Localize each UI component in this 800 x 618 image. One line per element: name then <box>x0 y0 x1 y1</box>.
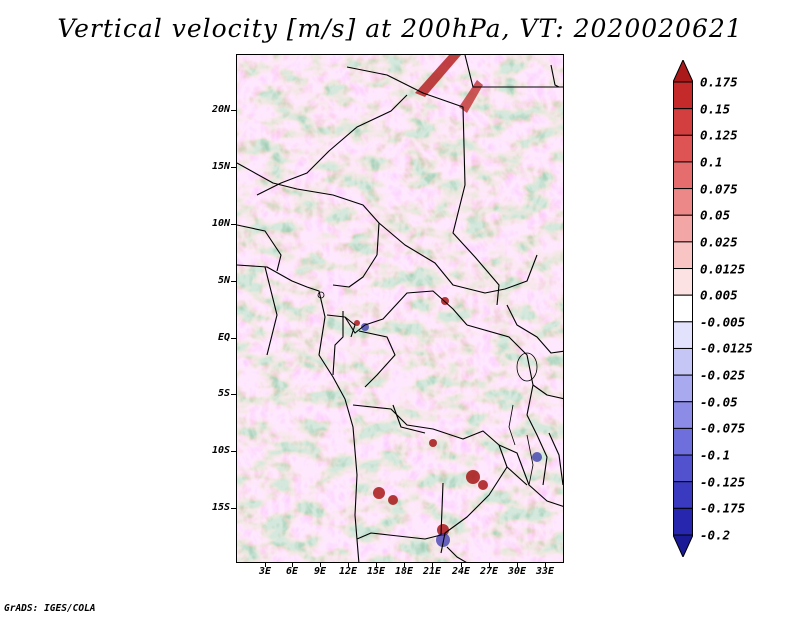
lat-tick <box>231 224 236 225</box>
lon-tick <box>489 563 490 567</box>
colorbar-label: 0.15 <box>700 101 731 117</box>
colorbar-label: 0.175 <box>700 74 738 90</box>
colorbar-label: 0.05 <box>700 207 731 223</box>
lat-tick <box>231 281 236 282</box>
colorbar-bin <box>673 134 693 163</box>
lat-tick <box>231 451 236 452</box>
lat-tick <box>231 167 236 168</box>
lat-tick <box>231 110 236 111</box>
colorbar-arrow-bottom <box>673 534 693 557</box>
colorbar-bin <box>673 241 693 270</box>
lon-label-3e: 3E <box>258 566 272 577</box>
lon-tick <box>432 563 433 567</box>
lat-label-5s: 5S <box>217 388 230 399</box>
lon-tick <box>404 563 405 567</box>
lon-tick <box>320 563 321 567</box>
colorbar-bin <box>673 481 693 509</box>
lon-tick <box>292 563 293 567</box>
lon-tick <box>376 563 377 567</box>
lat-tick <box>231 338 236 339</box>
colorbar-arrow-top <box>673 60 693 83</box>
lon-label-30e: 30E <box>507 566 527 577</box>
colorbar-label: 0.0125 <box>700 261 746 277</box>
colorbar-bin <box>673 427 693 456</box>
lat-label-10n: 10N <box>211 218 230 229</box>
lon-label-9e: 9E <box>313 566 327 577</box>
lon-label-24e: 24E <box>451 566 471 577</box>
colorbar-label: 0.125 <box>700 127 738 143</box>
lon-label-21e: 21E <box>422 566 442 577</box>
colorbar-bin <box>673 161 693 190</box>
lon-label-12e: 12E <box>338 566 358 577</box>
colorbar-label: -0.175 <box>700 500 746 516</box>
colorbar-label: 0.1 <box>700 154 723 170</box>
lon-label-18e: 18E <box>394 566 414 577</box>
colorbar-label: -0.075 <box>700 420 746 436</box>
lat-label-eq: EQ <box>217 332 230 343</box>
colorbar <box>673 60 693 557</box>
colorbar-bin <box>673 401 693 429</box>
lat-label-15n: 15N <box>211 161 230 172</box>
colorbar-label: -0.125 <box>700 474 746 490</box>
lon-tick <box>545 563 546 567</box>
colorbar-label: 0.025 <box>700 234 738 250</box>
colorbar-bin <box>673 268 693 296</box>
lon-label-27e: 27E <box>479 566 499 577</box>
colorbar-label: 0.005 <box>700 287 738 303</box>
colorbar-bin <box>673 507 693 536</box>
colorbar-bin <box>673 81 693 110</box>
vertical-velocity-field <box>237 55 563 562</box>
colorbar-bin <box>673 321 693 349</box>
map-plot-area <box>236 54 564 563</box>
colorbar-label: 0.075 <box>700 181 738 197</box>
colorbar-label: -0.05 <box>700 394 738 410</box>
colorbar-bin <box>673 374 693 403</box>
colorbar-label: -0.025 <box>700 367 746 383</box>
lat-label-5n: 5N <box>217 275 230 286</box>
colorbar-bin <box>673 454 693 483</box>
colorbar-label: -0.0125 <box>700 340 753 356</box>
grads-credit: GrADS: IGES/COLA <box>4 603 96 614</box>
colorbar-bin <box>673 347 693 376</box>
lon-tick <box>265 563 266 567</box>
lat-tick <box>231 508 236 509</box>
lon-label-33e: 33E <box>535 566 555 577</box>
colorbar-label: -0.1 <box>700 447 731 463</box>
colorbar-bin <box>673 108 693 136</box>
figure-title: Vertical velocity [m/s] at 200hPa, VT: 2… <box>57 14 743 43</box>
colorbar-label: -0.2 <box>700 527 731 543</box>
lat-label-20n: 20N <box>211 104 230 115</box>
colorbar-label: -0.005 <box>700 314 746 330</box>
lat-label-10s: 10S <box>211 445 230 456</box>
colorbar-bin <box>673 294 693 323</box>
lon-label-6e: 6E <box>285 566 299 577</box>
lon-label-15e: 15E <box>366 566 386 577</box>
lat-label-15s: 15S <box>211 502 230 513</box>
lon-tick <box>461 563 462 567</box>
lon-tick <box>517 563 518 567</box>
colorbar-bin <box>673 214 693 243</box>
lon-tick <box>348 563 349 567</box>
colorbar-bin <box>673 188 693 216</box>
lat-tick <box>231 394 236 395</box>
